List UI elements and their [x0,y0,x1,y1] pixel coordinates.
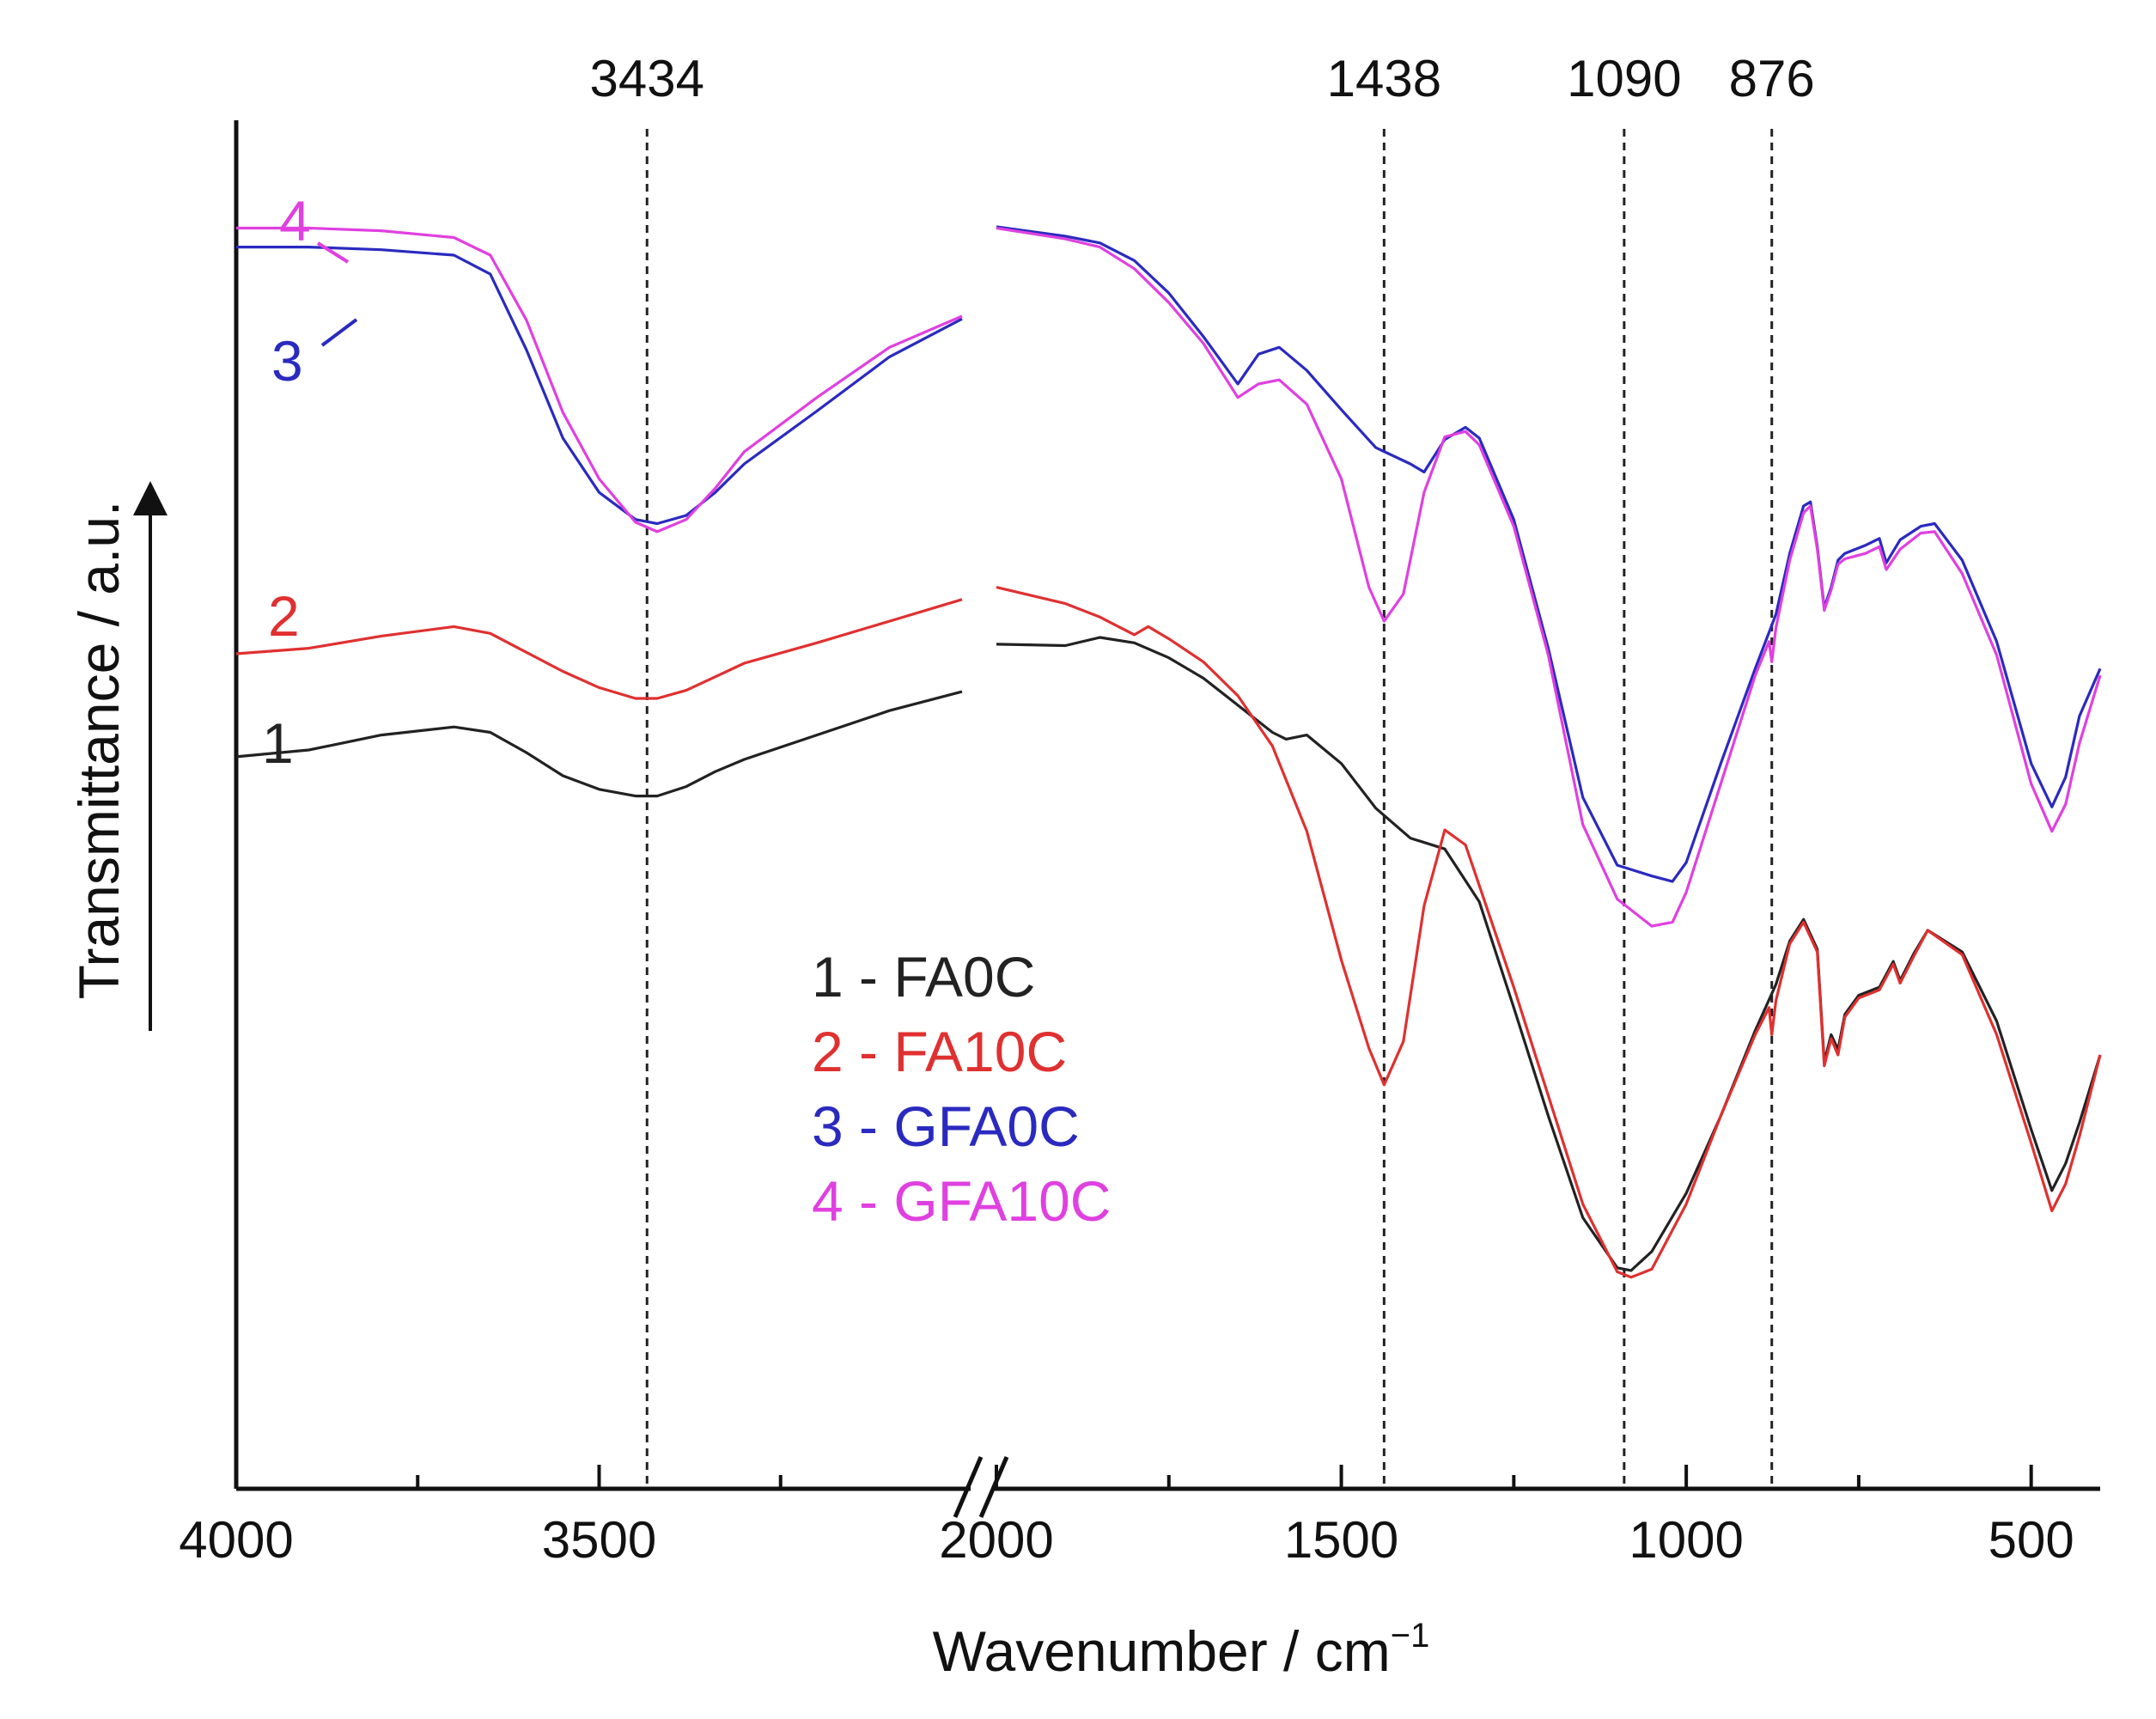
legend: 1 - FA0C 2 - FA10C 3 - GFA0C 4 - GFA10C [812,945,1111,1233]
x-axis-label: Wavenumber / cm−1 [933,1617,1430,1683]
x-ticks: 4000 3500 2000 1500 1000 500 [179,1465,2074,1569]
legend-item-3: 3 - GFA0C [812,1094,1080,1158]
tag-series-2: 2 [268,584,300,648]
legend-item-1: 1 - FA0C [812,945,1035,1009]
tag-series-4-leader [316,241,350,264]
x-tick-label-4000: 4000 [179,1511,293,1569]
legend-item-4: 4 - GFA10C [812,1169,1111,1233]
peak-label-3434: 3434 [590,50,704,107]
legend-item-2: 2 - FA10C [812,1020,1067,1083]
x-tick-label-1500: 1500 [1284,1511,1398,1569]
x-axis-label-text: Wavenumber / cm [933,1619,1391,1683]
axis-break-mark-right [978,1456,1009,1518]
x-tick-label-500: 500 [1989,1511,2074,1569]
series-FA0C-left [235,690,963,798]
tag-series-1: 1 [262,711,294,775]
tag-series-4: 4 [279,189,311,253]
x-tick-label-1000: 1000 [1629,1511,1743,1569]
series-FA10C-left [235,598,963,700]
x-axis-label-superscript: −1 [1391,1617,1430,1655]
series-GFA0C-left [236,246,963,526]
series-FA0C-right [996,636,2102,1272]
series-lines [235,225,2102,1279]
peak-markers: 3434 1438 1090 876 [590,50,1815,1489]
tag-series-3-leader [320,318,358,347]
series-GFA10C-left [236,226,963,533]
series-GFA0C-right [996,225,2102,883]
series-FA10C-right [996,586,2102,1279]
series-GFA10C-right [996,226,2102,928]
x-tick-label-2000: 2000 [939,1511,1053,1569]
peak-label-1438: 1438 [1327,50,1441,107]
peak-label-876: 876 [1729,50,1815,107]
tag-series-3: 3 [271,329,303,393]
peak-label-1090: 1090 [1567,50,1681,107]
x-tick-label-3500: 3500 [542,1511,656,1569]
axis-break-mark-left [953,1456,984,1518]
y-axis-label: Transmittance / a.u. [67,501,131,1000]
